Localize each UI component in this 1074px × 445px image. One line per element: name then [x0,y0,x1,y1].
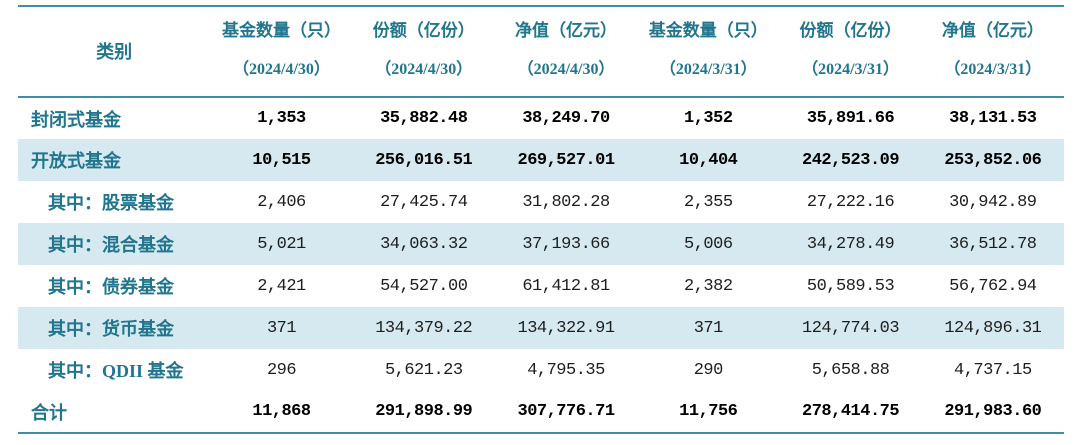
column-title: 份额（亿份） [799,21,902,40]
column-header: 净值（亿元） （2024/4/30） [495,6,637,97]
value-cell: 27,222.16 [806,192,895,212]
value-cell: 278,414.75 [802,402,900,421]
column-header-category: 类别 [96,41,133,62]
value-cell: 242,523.09 [802,150,900,170]
value-cell: 124,896.31 [944,318,1042,338]
value-cell: 35,882.48 [380,109,468,128]
value-cell: 34,063.32 [380,234,468,254]
table-row: 其中：债券基金 2,421 54,527.00 61,412.81 2,382 50,58… [18,265,1064,307]
row-category-label: 其中：QDII 基金 [48,361,184,381]
value-cell: 290 [693,360,724,380]
column-date: （2024/4/30） [375,61,473,78]
column-date: （2024/4/30） [233,61,330,78]
value-cell: 1,353 [257,109,306,128]
value-cell: 10,515 [252,150,311,170]
value-cell: 35,891.66 [806,109,895,128]
value-cell: 134,322.91 [517,318,616,338]
value-cell: 2,406 [257,192,306,212]
table-row: 合计 11,868 291,898.99 307,776.71 11,756 278,41… [18,391,1064,433]
value-cell: 36,512.78 [949,234,1037,254]
value-cell: 134,379.22 [375,318,473,338]
value-cell: 269,527.01 [517,150,616,170]
row-category-label: 开放式基金 [31,151,121,171]
value-cell: 371 [266,318,297,338]
column-header: 份额（亿份） （2024/3/31） [779,6,921,97]
table-row: 其中：QDII 基金 296 5,621.23 4,795.35 290 5,658.88… [18,349,1064,391]
value-cell: 54,527.00 [380,276,468,296]
value-cell: 10,404 [679,150,738,170]
value-cell: 38,131.53 [949,109,1037,128]
value-cell: 256,016.51 [375,150,473,170]
column-date: （2024/3/31） [944,61,1042,78]
value-cell: 5,006 [684,234,733,254]
column-header: 净值（亿元） （2024/3/31） [922,6,1064,97]
column-title: 净值（亿元） [941,21,1044,40]
column-date: （2024/4/30） [517,61,615,78]
value-cell: 50,589.53 [806,276,895,296]
value-cell: 4,795.35 [527,360,605,380]
value-cell: 56,762.94 [949,276,1037,296]
value-cell: 2,382 [684,276,733,296]
value-cell: 124,774.03 [802,318,900,338]
value-cell: 253,852.06 [944,150,1042,170]
row-category-label: 合计 [31,402,67,423]
table-row: 其中：混合基金 5,021 34,063.32 37,193.66 5,006 34,27… [18,223,1064,265]
value-cell: 307,776.71 [517,402,616,421]
table-row: 其中：货币基金 371 134,379.22 134,322.91 371 124,774… [18,307,1064,349]
column-header: 基金数量（只） （2024/4/30） [210,6,352,97]
value-cell: 11,756 [679,402,738,421]
row-category-label: 其中：货币基金 [48,319,174,339]
value-cell: 61,412.81 [522,276,610,296]
value-cell: 2,355 [684,192,733,212]
table-row: 封闭式基金 1,353 35,882.48 38,249.70 1,352 35,891.… [18,97,1064,139]
table-row: 开放式基金 10,515 256,016.51 269,527.01 10,404 242… [18,139,1064,181]
column-header: 基金数量（只） （2024/3/31） [637,6,779,97]
column-date: （2024/3/31） [659,61,757,78]
value-cell: 2,421 [257,276,306,296]
value-cell: 1,352 [684,109,733,128]
column-title: 基金数量（只） [648,21,768,40]
value-cell: 5,621.23 [384,360,463,380]
fund-statistics-table: 类别 基金数量（只） （2024/4/30） 份额（亿份） （2024/4/30） 净值… [18,5,1064,434]
value-cell: 38,249.70 [522,109,610,128]
row-category-label: 封闭式基金 [31,109,121,130]
value-cell: 371 [693,318,724,338]
value-cell: 30,942.89 [949,192,1037,212]
value-cell: 11,868 [252,402,311,421]
value-cell: 291,983.60 [944,402,1042,421]
table-row: 其中：股票基金 2,406 27,425.74 31,802.28 2,355 27,22… [18,181,1064,223]
row-category-label: 其中：混合基金 [48,235,174,255]
value-cell: 5,658.88 [811,360,890,380]
value-cell: 5,021 [257,234,306,254]
column-title: 份额（亿份） [372,21,475,40]
value-cell: 27,425.74 [380,192,468,212]
value-cell: 291,898.99 [375,402,473,421]
table-header: 类别 基金数量（只） （2024/4/30） 份额（亿份） （2024/4/30） 净值… [18,6,1064,97]
header-row: 类别 基金数量（只） （2024/4/30） 份额（亿份） （2024/4/30） 净值… [18,6,1064,97]
value-cell: 31,802.28 [522,192,610,212]
value-cell: 37,193.66 [522,234,610,254]
column-title: 净值（亿元） [515,21,618,40]
row-category-label: 其中：股票基金 [48,193,174,213]
column-header: 份额（亿份） （2024/4/30） [353,6,495,97]
value-cell: 34,278.49 [806,234,895,254]
table-body: 封闭式基金 1,353 35,882.48 38,249.70 1,352 35,891.… [18,97,1064,433]
value-cell: 296 [266,360,297,380]
column-date: （2024/3/31） [802,61,899,78]
value-cell: 4,737.15 [954,360,1032,380]
row-category-label: 其中：债券基金 [48,277,174,297]
column-title: 基金数量（只） [221,21,341,40]
